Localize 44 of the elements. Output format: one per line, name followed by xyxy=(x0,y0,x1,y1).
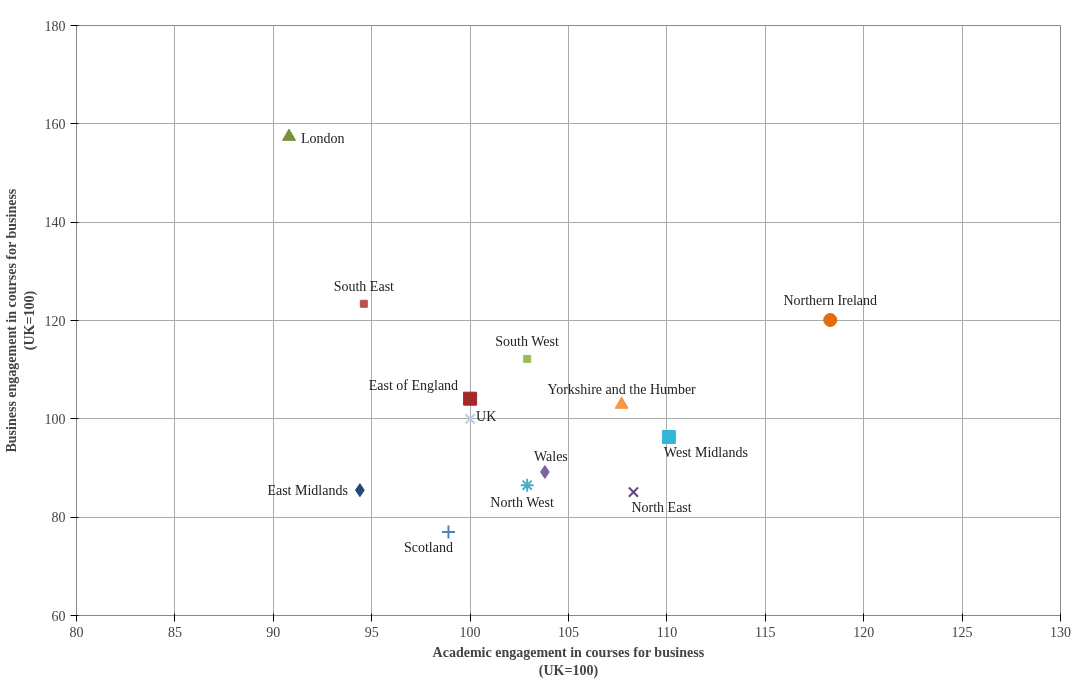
point xyxy=(359,299,368,308)
x-tick-label: 90 xyxy=(266,624,281,640)
series-label: East Midlands xyxy=(267,482,348,498)
x-tick-label: 85 xyxy=(167,624,182,640)
x-axis-title: Academic engagement in courses for business (UK=100) xyxy=(432,644,705,679)
y-tick-label: 60 xyxy=(51,608,66,624)
x-tick-label: 120 xyxy=(853,624,875,640)
series-label: South East xyxy=(333,278,395,294)
point xyxy=(464,413,476,425)
y-axis-title: Business engagement in courses for business (UK=100) xyxy=(3,188,38,453)
series-label: Scotland xyxy=(403,539,453,555)
series-label: Yorkshire and the Humber xyxy=(547,381,697,397)
y-tick-label: 140 xyxy=(44,215,66,231)
y-tick-label: 120 xyxy=(44,313,66,329)
point xyxy=(463,391,478,406)
x-tick-label: 115 xyxy=(755,624,776,640)
y-tick-label: 80 xyxy=(51,510,66,526)
series-label: North East xyxy=(631,500,692,516)
y-tick-label: 180 xyxy=(44,18,66,34)
series-label: Wales xyxy=(533,448,568,464)
y-tick-label: 160 xyxy=(44,116,66,132)
series-label: Northern Ireland xyxy=(783,293,878,309)
point xyxy=(823,313,838,327)
x-tick-label: 130 xyxy=(1050,624,1071,640)
point xyxy=(627,486,640,498)
x-tick-label: 95 xyxy=(364,624,379,640)
point xyxy=(661,430,676,445)
x-tick-label: 110 xyxy=(656,624,678,640)
series-label: North West xyxy=(490,495,554,511)
series-label: West Midlands xyxy=(663,445,748,461)
series-label: London xyxy=(301,131,345,147)
x-tick-label: 105 xyxy=(558,624,579,640)
series-label: UK xyxy=(476,409,497,425)
point xyxy=(282,128,297,141)
point xyxy=(614,396,629,409)
x-tick-label: 80 xyxy=(69,624,84,640)
x-tick-label: 125 xyxy=(951,624,973,640)
series-label: East of England xyxy=(368,377,459,393)
point xyxy=(440,524,456,540)
y-tick-label: 100 xyxy=(44,411,66,427)
point xyxy=(523,354,532,363)
point xyxy=(519,477,535,493)
series-label: South West xyxy=(495,333,559,349)
x-tick-label: 100 xyxy=(459,624,481,640)
